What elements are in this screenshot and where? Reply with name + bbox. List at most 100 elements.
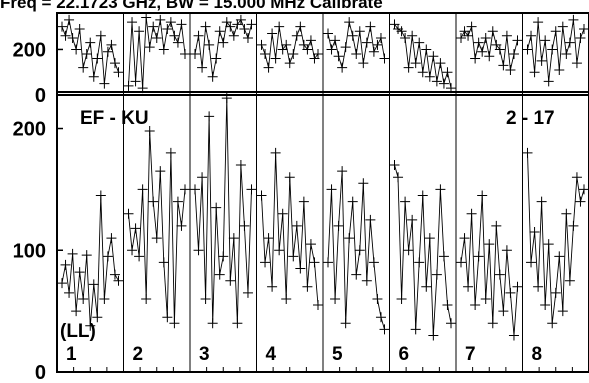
scan-label: 2 - 17 [506,108,555,129]
data-point [480,293,491,304]
data-point [547,44,558,55]
data-point [424,233,435,244]
data-point [155,14,166,25]
data-point [477,190,488,201]
data-point [281,293,292,304]
data-point [470,300,481,311]
data-point [529,227,540,237]
data-point [491,220,502,231]
data-point [575,196,586,207]
data-point [74,23,85,34]
data-point [92,312,103,323]
data-point [127,245,138,256]
data-point [347,30,358,41]
data-point [130,223,141,234]
data-point [176,220,187,231]
data-point [302,281,313,292]
data-point [151,233,162,244]
data-point [484,239,495,250]
data-point [284,58,295,69]
data-point [246,19,257,30]
data-point [442,300,453,311]
data-point [144,125,155,136]
data-point [313,300,323,311]
data-point [305,35,316,46]
data-point [354,26,365,37]
data-point [494,269,505,280]
data-point [57,21,67,32]
data-point [473,251,484,262]
channel-label: 6 [399,344,410,365]
data-point [498,306,509,317]
data-point [260,49,271,59]
amp-ytick-label: 200 [13,119,46,141]
data-point [200,21,211,32]
data-point [480,33,491,44]
data-point [358,58,369,69]
data-point [396,26,407,37]
data-point [169,318,180,329]
chart-title: Freq = 22.1723 GHz, BW = 15.000 MHz Cali… [0,0,383,12]
data-point [561,208,572,219]
data-point [197,172,208,183]
data-point [400,33,411,44]
data-point [141,293,152,304]
data-point [372,39,383,50]
data-point [564,275,575,286]
data-point [134,26,145,37]
channel-label: 5 [332,344,343,365]
data-point [123,208,134,219]
data-point [368,257,379,268]
data-point [207,71,218,82]
data-point [428,330,439,341]
data-point [561,49,572,59]
series-line-channel-7 [460,195,518,336]
data-point [295,21,306,32]
data-point [424,71,435,82]
data-point [417,190,428,201]
data-point [141,12,152,23]
data-point [78,293,89,304]
series-line-channel-7 [460,26,518,70]
data-point [246,184,257,195]
data-point [158,44,169,55]
data-point [557,21,568,32]
data-point [200,293,211,304]
data-point [302,44,313,55]
data-point [106,233,117,244]
data-point [463,30,474,41]
data-point [494,44,505,55]
data-point [414,37,425,48]
data-point [571,58,582,69]
data-point [60,259,71,270]
data-point [88,279,99,290]
series-line-channel-1 [61,195,119,326]
data-point [232,318,243,329]
data-point [438,78,449,89]
data-point [323,28,333,39]
data-point [340,42,351,53]
data-point [113,275,124,286]
data-point [508,49,519,59]
data-point [333,51,344,62]
data-point [393,172,404,183]
data-point [102,251,113,262]
data-point [193,30,204,41]
data-point [505,287,516,298]
data-point [180,184,190,195]
data-point [438,251,449,262]
data-point [242,33,253,44]
data-point [372,293,383,304]
data-point [137,184,148,195]
data-point [134,251,145,262]
data-point [214,26,225,37]
data-point [564,37,575,48]
data-point [288,251,299,262]
data-point [550,287,561,298]
data-point [263,62,274,73]
data-point [267,281,278,292]
data-point [180,49,190,59]
data-point [85,320,96,331]
data-point [375,312,386,323]
data-point [379,324,390,335]
